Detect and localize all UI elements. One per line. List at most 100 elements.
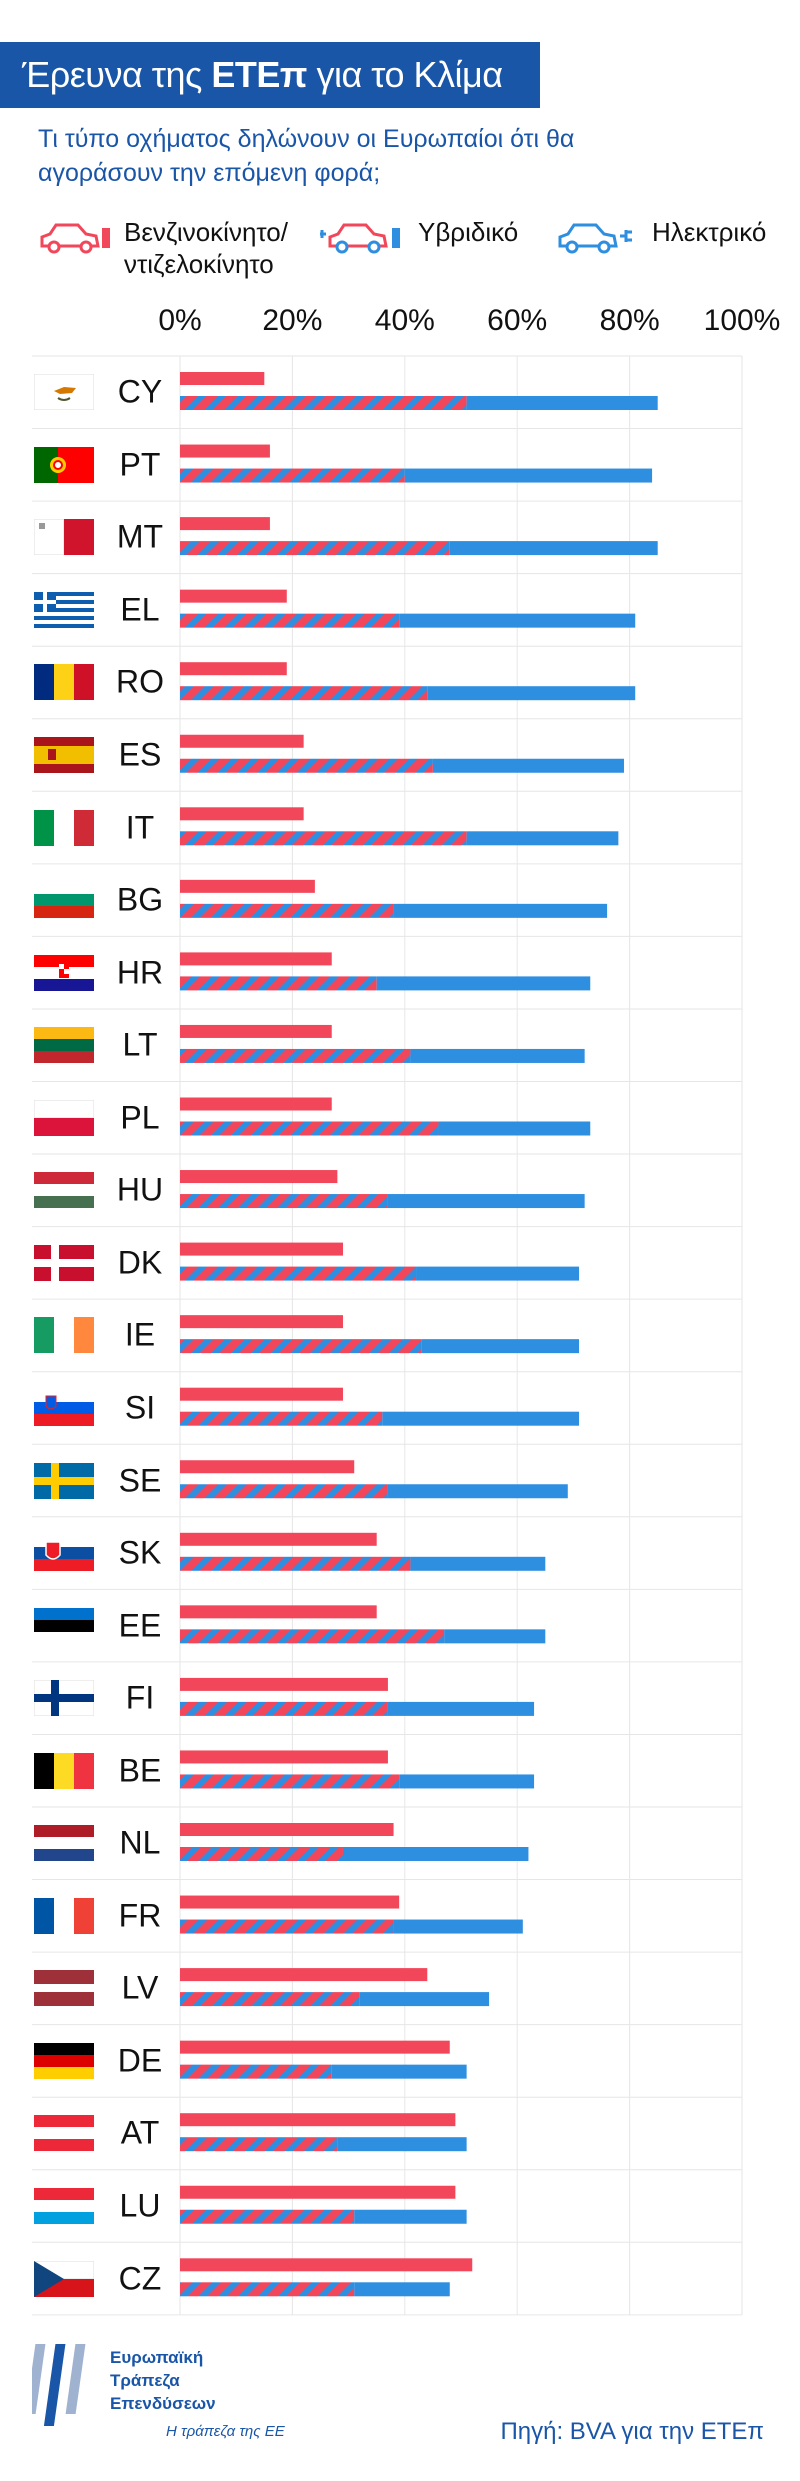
country-label: EL: [120, 591, 160, 628]
country-label: CY: [117, 373, 163, 410]
bar-electric: [399, 613, 636, 628]
country-label: IE: [124, 1316, 156, 1353]
bar-petrol: [180, 662, 287, 676]
flag-icon: [34, 737, 94, 774]
bar-electric: [410, 1048, 585, 1063]
hybrid-car-icon: [320, 223, 400, 254]
bar-electric: [387, 1701, 535, 1716]
bar-electric: [393, 1919, 523, 1934]
bar-hybrid: [180, 831, 467, 846]
bar-hybrid: [180, 2282, 355, 2297]
flag-icon: [34, 1172, 94, 1209]
bar-electric: [427, 686, 636, 701]
eib-tagline: Η τράπεζα της ΕΕ: [166, 2423, 285, 2440]
flag-icon: [34, 2042, 94, 2079]
bar-electric: [399, 1774, 535, 1789]
country-label: DK: [117, 1244, 163, 1281]
bar-electric: [410, 1556, 546, 1571]
bar-petrol: [180, 952, 332, 966]
country-label: NL: [119, 1824, 161, 1861]
country-label: SK: [118, 1534, 162, 1571]
bar-hybrid: [180, 2064, 332, 2079]
country-label: PT: [119, 446, 161, 483]
x-tick-label: 60%: [487, 304, 548, 337]
country-label: PL: [120, 1099, 160, 1136]
bar-petrol: [180, 1532, 377, 1546]
title-banner: Έρευνα της ΕΤΕπ για το Κλίμα: [0, 42, 540, 108]
bar-hybrid: [180, 2209, 355, 2224]
flag-icon: [34, 882, 94, 919]
flag-icon: [34, 809, 94, 846]
bar-petrol: [180, 517, 270, 531]
x-tick-label: 20%: [262, 304, 323, 337]
bar-electric: [331, 2064, 467, 2079]
bar-petrol: [180, 1024, 332, 1038]
x-tick-label: 80%: [599, 304, 660, 337]
bar-hybrid: [180, 1484, 388, 1499]
source-note: Πηγή: BVA για την ΕΤΕπ: [500, 2418, 764, 2445]
x-tick-label: 100%: [703, 304, 781, 337]
bar-petrol: [180, 2040, 450, 2054]
bar-petrol: [180, 1170, 338, 1184]
flag-icon: [34, 2260, 94, 2297]
bar-hybrid: [180, 1919, 394, 1934]
bar-electric: [376, 976, 591, 991]
bar-hybrid: [180, 1556, 411, 1571]
bar-petrol: [180, 1677, 388, 1691]
bar-electric: [393, 903, 608, 918]
flag-icon: [34, 519, 94, 556]
bar-electric: [466, 831, 619, 846]
flag-icon: [34, 954, 94, 991]
bar-electric: [416, 1266, 580, 1281]
flag-icon: [34, 1317, 94, 1354]
bar-electric: [337, 2137, 467, 2152]
country-label: MT: [116, 518, 164, 555]
bar-petrol: [180, 589, 287, 603]
flag-icon: [34, 1825, 94, 1862]
flag-icon: [34, 1027, 94, 1064]
bar-hybrid: [180, 1992, 360, 2007]
bar-hybrid: [180, 1339, 422, 1354]
country-label: CZ: [118, 2260, 162, 2297]
bar-hybrid: [180, 396, 467, 410]
bar-hybrid: [180, 758, 433, 773]
country-label: BG: [116, 881, 164, 918]
eib-logo-icon: [32, 2344, 86, 2426]
flag-icon: [34, 2188, 94, 2225]
bar-hybrid: [180, 468, 405, 483]
country-label: FR: [118, 1897, 162, 1934]
bar-petrol: [180, 2258, 473, 2272]
flag-icon: [34, 1244, 94, 1281]
electric-car-icon: [558, 223, 632, 254]
bar-hybrid: [180, 1411, 383, 1426]
country-label: SI: [124, 1389, 156, 1426]
bar-hybrid: [180, 1121, 439, 1136]
bar-petrol: [180, 1823, 394, 1836]
bar-electric: [342, 1847, 529, 1861]
country-label: HR: [116, 954, 164, 991]
bar-electric: [421, 1339, 580, 1354]
bar-electric: [444, 1629, 546, 1644]
flag-icon: [34, 1099, 94, 1136]
bar-petrol: [180, 1968, 428, 1982]
bar-electric: [438, 1121, 591, 1136]
flag-icon: [34, 1607, 94, 1644]
country-label: SE: [118, 1462, 162, 1499]
flag-icon: [34, 374, 94, 411]
bar-hybrid: [180, 541, 450, 556]
bar-hybrid: [180, 1774, 400, 1789]
bar-electric: [359, 1992, 490, 2007]
flag-icon: [34, 591, 94, 628]
bar-hybrid: [180, 2137, 338, 2152]
bar-petrol: [180, 372, 265, 385]
x-tick-label: 0%: [158, 304, 202, 337]
flag-icon: [34, 1535, 94, 1572]
bar-electric: [382, 1411, 580, 1426]
flag-icon: [34, 446, 94, 483]
bar-hybrid: [180, 903, 394, 918]
country-label: LU: [119, 2187, 161, 2224]
country-label: EE: [118, 1607, 162, 1644]
page-title: Έρευνα της ΕΤΕπ για το Κλίμα: [22, 54, 503, 95]
legend-label-petrol: Βενζινοκίνητο/ ντιζελοκίνητο: [124, 217, 288, 279]
bar-petrol: [180, 1895, 400, 1909]
